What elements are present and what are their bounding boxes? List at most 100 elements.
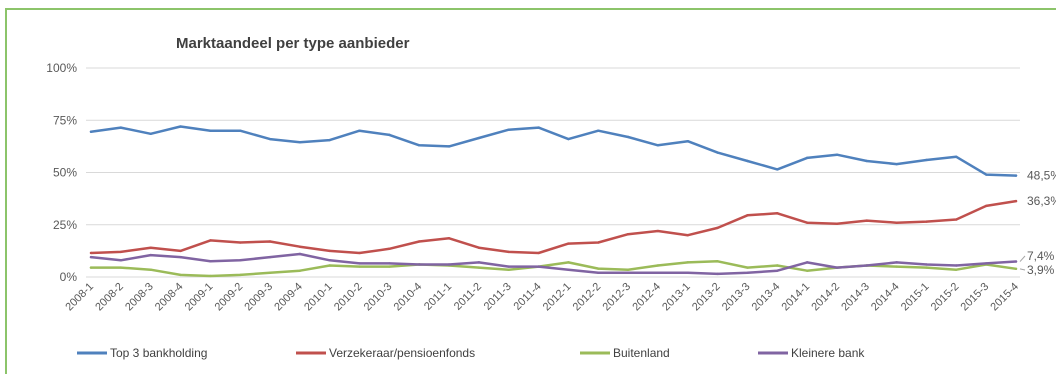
data-point	[238, 241, 242, 244]
data-point	[418, 240, 421, 243]
data-point	[179, 249, 182, 253]
data-point	[686, 261, 689, 264]
data-point	[388, 262, 391, 265]
data-point	[388, 265, 391, 268]
data-point	[298, 245, 302, 248]
data-point	[149, 253, 152, 257]
chart-frame	[5, 8, 1056, 374]
data-point	[865, 159, 869, 163]
data-point	[835, 153, 839, 156]
data-point	[626, 268, 630, 271]
x-tick-label: 2014-2	[809, 281, 842, 314]
x-tick-label: 2015-4	[988, 281, 1021, 314]
data-point	[597, 271, 600, 275]
data-point	[716, 151, 719, 154]
x-tick-label: 2009-1	[183, 281, 216, 314]
data-point	[89, 266, 93, 269]
data-point	[537, 126, 540, 129]
data-point	[89, 130, 93, 133]
end-value-label: 3,9%	[1027, 263, 1055, 277]
data-point	[567, 137, 570, 141]
data-point	[89, 255, 93, 259]
data-point	[686, 234, 689, 237]
data-point	[149, 246, 152, 249]
end-value-label: 48,5%	[1027, 169, 1056, 183]
data-point	[656, 271, 660, 275]
x-tick-label: 2012-1	[541, 281, 574, 314]
data-point	[865, 264, 869, 267]
legend-label: Verzekeraar/pensioenfonds	[329, 346, 475, 360]
x-tick-label: 2015-2	[929, 281, 962, 314]
data-point	[567, 242, 570, 245]
data-point	[418, 263, 421, 266]
data-point	[895, 261, 898, 264]
data-point	[149, 132, 152, 136]
data-point	[805, 221, 809, 224]
data-point	[805, 261, 809, 264]
data-point	[626, 271, 630, 275]
data-point	[746, 214, 749, 217]
data-point	[358, 262, 361, 265]
data-point	[149, 268, 152, 271]
data-point	[89, 251, 93, 255]
data-point	[477, 266, 481, 269]
data-point	[268, 137, 272, 141]
data-point	[746, 271, 749, 275]
data-point	[268, 271, 272, 275]
data-point	[447, 263, 451, 266]
data-point	[507, 128, 510, 131]
x-tick-label: 2008-4	[153, 281, 186, 314]
data-point	[388, 133, 391, 137]
data-point	[955, 268, 958, 271]
y-tick-label: 75%	[53, 113, 77, 127]
x-tick-label: 2013-3	[720, 281, 753, 314]
data-point	[1014, 199, 1018, 203]
data-point	[776, 269, 779, 272]
data-point	[895, 162, 898, 166]
data-point	[925, 158, 928, 162]
data-point	[328, 259, 331, 262]
data-point	[776, 212, 779, 215]
data-point	[119, 266, 123, 269]
data-point	[507, 268, 510, 271]
data-point	[328, 249, 331, 253]
data-point	[776, 168, 779, 171]
data-point	[388, 247, 391, 250]
data-point	[209, 260, 212, 263]
data-point	[1014, 174, 1018, 177]
x-tick-label: 2014-1	[780, 281, 813, 314]
data-point	[984, 173, 988, 176]
series-line-0	[89, 125, 1018, 177]
data-point	[865, 219, 869, 222]
data-point	[179, 125, 182, 128]
data-point	[507, 250, 510, 254]
end-value-label: 36,3%	[1027, 194, 1056, 208]
data-point	[656, 229, 660, 233]
data-point	[268, 255, 272, 259]
data-point	[328, 264, 331, 267]
data-point	[358, 129, 361, 132]
data-point	[447, 237, 451, 240]
data-point	[238, 259, 242, 262]
data-point	[686, 271, 689, 275]
data-point	[746, 159, 749, 163]
data-point	[119, 250, 123, 254]
data-point	[656, 144, 660, 147]
data-point	[477, 246, 481, 249]
data-point	[477, 136, 481, 140]
x-tick-label: 2010-3	[362, 281, 395, 314]
x-tick-label: 2008-2	[93, 281, 126, 314]
data-point	[358, 265, 361, 268]
data-point	[955, 264, 958, 267]
data-point	[776, 264, 779, 267]
legend-label: Kleinere bank	[791, 346, 865, 360]
data-point	[119, 259, 123, 262]
chart-title: Marktaandeel per type aanbieder	[176, 35, 410, 52]
data-point	[984, 262, 988, 265]
data-point	[1014, 267, 1018, 271]
data-point	[716, 226, 719, 230]
data-point	[238, 273, 242, 277]
data-point	[686, 139, 689, 143]
data-point	[209, 239, 212, 242]
